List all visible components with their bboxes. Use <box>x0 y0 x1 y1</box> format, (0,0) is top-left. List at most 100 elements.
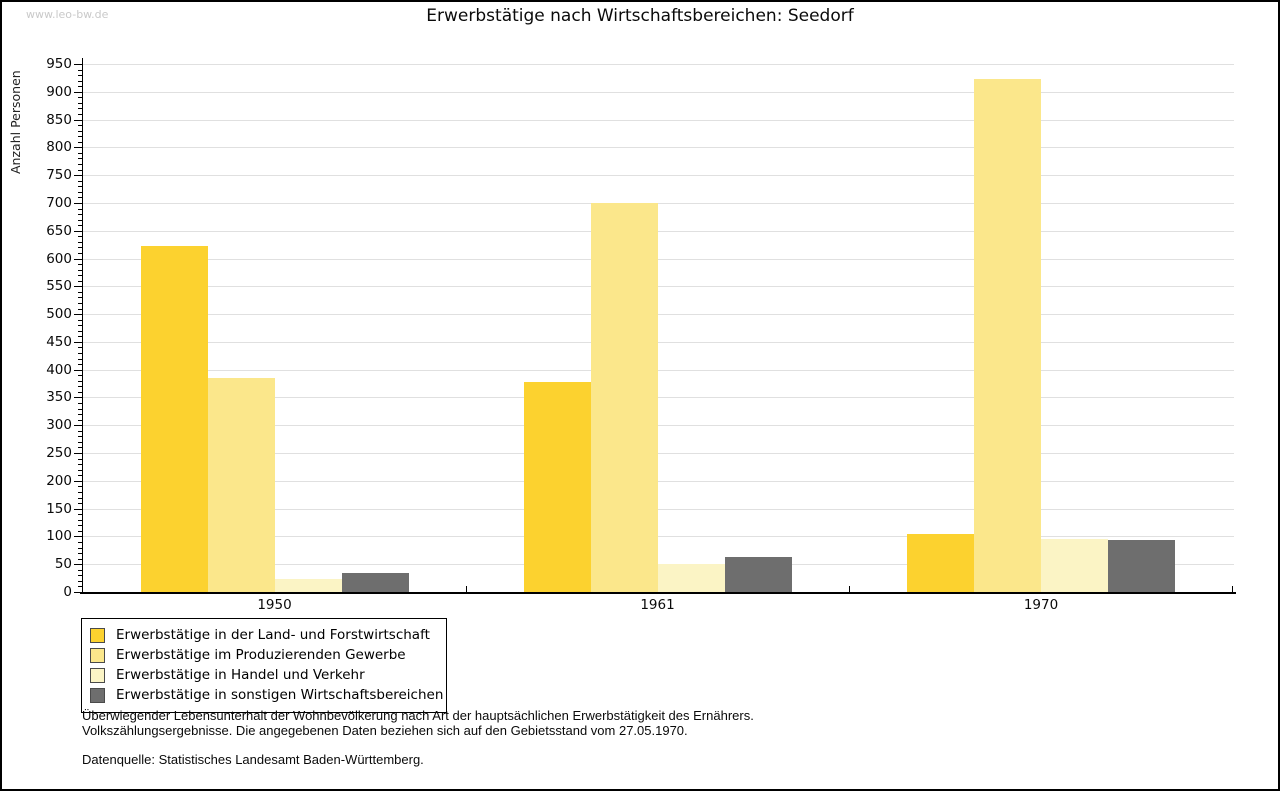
legend-item-2: Erwerbstätige im Produzierenden Gewerbe <box>90 646 438 664</box>
y-major-tick <box>74 564 82 565</box>
bar-1961-series2 <box>590 203 658 592</box>
footer-note-line1: Überwiegender Lebensunterhalt der Wohnbe… <box>82 708 754 723</box>
y-minor-tick <box>78 586 82 587</box>
legend-label: Erwerbstätige im Produzierenden Gewerbe <box>116 647 406 663</box>
y-minor-tick <box>78 520 82 521</box>
y-major-tick <box>74 259 82 260</box>
gridline-950 <box>83 64 1234 65</box>
y-minor-tick <box>78 386 82 387</box>
y-minor-tick <box>78 331 82 332</box>
x-axis-line <box>80 592 1236 594</box>
y-minor-tick <box>78 158 82 159</box>
footer-note-line2: Volkszählungsergebnisse. Die angegebenen… <box>82 723 688 738</box>
y-minor-tick <box>78 114 82 115</box>
legend-label: Erwerbstätige in der Land- und Forstwirt… <box>116 627 430 643</box>
y-minor-tick <box>78 347 82 348</box>
y-minor-tick <box>78 275 82 276</box>
gridline-450 <box>83 342 1234 343</box>
y-minor-tick <box>78 525 82 526</box>
bar-1970-series4 <box>1108 540 1175 592</box>
y-major-tick <box>74 397 82 398</box>
legend-swatch-icon <box>90 687 105 703</box>
y-minor-tick <box>78 548 82 549</box>
y-tick-label-800: 800 <box>46 139 72 155</box>
y-minor-tick <box>78 392 82 393</box>
y-minor-tick <box>78 436 82 437</box>
y-minor-tick <box>78 297 82 298</box>
legend-label: Erwerbstätige in Handel und Verkehr <box>116 667 365 683</box>
y-minor-tick <box>78 153 82 154</box>
bar-1950-series1 <box>140 246 208 592</box>
gridline-550 <box>83 286 1234 287</box>
y-minor-tick <box>78 431 82 432</box>
y-minor-tick <box>78 103 82 104</box>
y-minor-tick <box>78 170 82 171</box>
y-tick-label-550: 550 <box>46 278 72 294</box>
y-tick-label-600: 600 <box>46 251 72 267</box>
gridline-900 <box>83 92 1234 93</box>
y-minor-tick <box>78 320 82 321</box>
legend-item-4: Erwerbstätige in sonstigen Wirtschaftsbe… <box>90 686 443 704</box>
y-major-tick <box>74 286 82 287</box>
y-major-tick <box>74 314 82 315</box>
y-minor-tick <box>78 131 82 132</box>
bar-1961-series3 <box>657 564 725 592</box>
y-minor-tick <box>78 292 82 293</box>
y-minor-tick <box>78 253 82 254</box>
chart-title: Erwerbstätige nach Wirtschaftsbereichen:… <box>426 6 854 26</box>
y-major-tick <box>74 592 82 593</box>
y-minor-tick <box>78 264 82 265</box>
y-minor-tick <box>78 403 82 404</box>
x-category-label-1961: 1961 <box>640 597 675 613</box>
y-minor-tick <box>78 409 82 410</box>
gridline-100 <box>83 536 1234 537</box>
y-tick-label-450: 450 <box>46 334 72 350</box>
y-minor-tick <box>78 142 82 143</box>
y-tick-label-100: 100 <box>46 528 72 544</box>
y-minor-tick <box>78 447 82 448</box>
y-minor-tick <box>78 303 82 304</box>
y-minor-tick <box>78 486 82 487</box>
y-tick-label-500: 500 <box>46 306 72 322</box>
gridline-250 <box>83 453 1234 454</box>
x-category-label-1970: 1970 <box>1023 597 1059 613</box>
y-minor-tick <box>78 136 82 137</box>
y-minor-tick <box>78 81 82 82</box>
y-minor-tick <box>78 381 82 382</box>
y-major-tick <box>74 509 82 510</box>
y-minor-tick <box>78 325 82 326</box>
y-minor-tick <box>78 498 82 499</box>
y-tick-label-200: 200 <box>46 473 72 489</box>
y-minor-tick <box>78 197 82 198</box>
y-minor-tick <box>78 186 82 187</box>
y-minor-tick <box>78 531 82 532</box>
bar-1950-series3 <box>274 579 342 592</box>
legend-swatch-icon <box>90 667 105 683</box>
y-minor-tick <box>78 70 82 71</box>
y-minor-tick <box>78 309 82 310</box>
y-minor-tick <box>78 181 82 182</box>
y-major-tick <box>74 120 82 121</box>
y-tick-label-900: 900 <box>46 84 72 100</box>
y-major-tick <box>74 536 82 537</box>
site-watermark: www.leo-bw.de <box>26 8 109 21</box>
x-category-label-1950: 1950 <box>257 597 292 613</box>
bar-1961-series1 <box>523 382 591 592</box>
y-minor-tick <box>78 492 82 493</box>
y-major-tick <box>74 481 82 482</box>
gridline-300 <box>83 425 1234 426</box>
legend-label: Erwerbstätige in sonstigen Wirtschaftsbe… <box>116 687 444 703</box>
y-minor-tick <box>78 364 82 365</box>
y-axis-line <box>82 58 83 593</box>
gridline-150 <box>83 509 1234 510</box>
y-minor-tick <box>78 375 82 376</box>
y-minor-tick <box>78 459 82 460</box>
data-source-note: Datenquelle: Statistisches Landesamt Bad… <box>82 752 424 767</box>
legend-box: Erwerbstätige in der Land- und Forstwirt… <box>81 618 447 713</box>
y-minor-tick <box>78 503 82 504</box>
gridline-800 <box>83 147 1234 148</box>
y-minor-tick <box>78 470 82 471</box>
y-minor-tick <box>78 514 82 515</box>
y-minor-tick <box>78 420 82 421</box>
